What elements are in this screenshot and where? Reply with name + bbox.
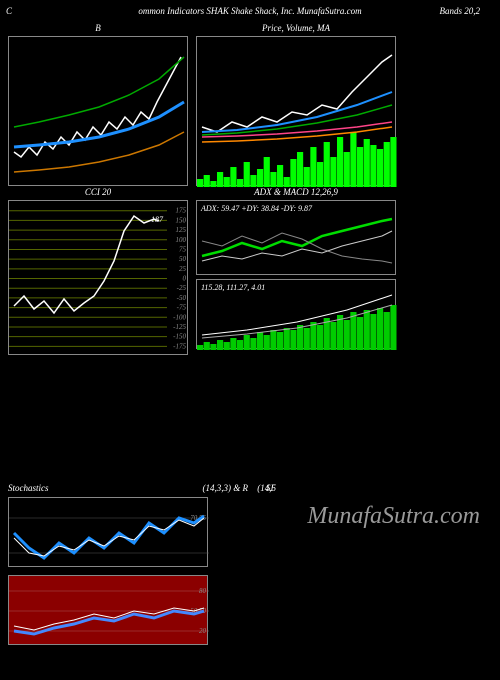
svg-text:-25: -25: [177, 284, 187, 292]
svg-text:100: 100: [176, 236, 187, 244]
adx-values: ADX: 59.47 +DY: 38.84 -DY: 9.87: [201, 204, 312, 213]
p4-title: ADX & MACD 12,26,9: [197, 187, 395, 197]
svg-text:150: 150: [176, 216, 187, 224]
p3-title: CCI 20: [9, 187, 187, 197]
hdr-center: ommon Indicators SHAK Shake Shack, Inc. …: [138, 6, 361, 16]
panel-macd: 115.28, 111.27, 4.01: [196, 279, 396, 349]
svg-text:0: 0: [183, 275, 187, 283]
svg-text:-175: -175: [173, 342, 186, 350]
macd-values: 115.28, 111.27, 4.01: [201, 283, 265, 292]
svg-text:-150: -150: [173, 333, 186, 341]
svg-text:25: 25: [179, 265, 187, 273]
svg-text:50: 50: [179, 255, 187, 263]
svg-text:20: 20: [199, 627, 207, 635]
panel-rsi: 8050,5020: [8, 575, 208, 645]
p5-title-l: Stochastics: [8, 483, 49, 493]
p5-title-r: (14,3,3) & R: [203, 483, 249, 493]
svg-text:-125: -125: [173, 323, 186, 331]
panel-adx: ADX & MACD 12,26,9ADX: 59.47 +DY: 38.84 …: [196, 200, 396, 275]
panel-price-ma: Price, Volume, MA: [196, 36, 396, 186]
hdr-left: C: [6, 6, 12, 16]
svg-text:75: 75: [179, 245, 187, 253]
svg-text:-75: -75: [177, 304, 187, 312]
svg-text:-100: -100: [173, 313, 186, 321]
panel-cci: CCI 201751501251007550250-25-50-75-100-1…: [8, 200, 188, 355]
panel-bollinger: B: [8, 36, 188, 186]
p1-title: B: [9, 23, 187, 33]
cci-value: 187: [151, 215, 163, 224]
panel-stoch: 70,55: [8, 497, 208, 567]
svg-text:-50: -50: [177, 294, 187, 302]
p2-title: Price, Volume, MA: [197, 23, 395, 33]
hdr-right: Bands 20,2: [440, 6, 481, 16]
svg-text:125: 125: [176, 226, 187, 234]
p6-title-r: (14,5: [257, 483, 276, 493]
watermark: MunafaSutra.com: [307, 503, 480, 530]
svg-text:80: 80: [199, 587, 207, 595]
svg-text:175: 175: [176, 207, 187, 215]
